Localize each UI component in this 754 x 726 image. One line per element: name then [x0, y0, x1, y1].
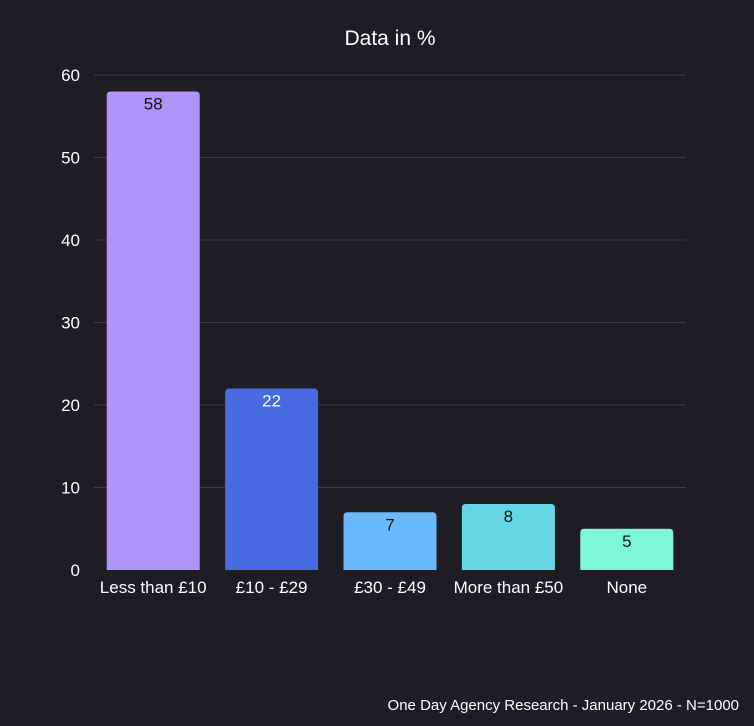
x-category-label: More than £50 — [454, 578, 564, 597]
x-category-label: Less than £10 — [100, 578, 207, 597]
y-tick-label: 20 — [61, 396, 80, 415]
bar-value-label: 22 — [262, 392, 281, 411]
x-axis-labels: Less than £10 £10 - £29 £30 - £49 More than… — [100, 578, 647, 597]
bar — [580, 528, 674, 570]
data-labels: 58 22 7 8 5 — [144, 95, 632, 551]
footer-note: One Day Agency Research - January 2026 -… — [388, 697, 739, 714]
y-tick-label: 10 — [61, 479, 80, 498]
y-tick-label: 40 — [61, 231, 80, 250]
y-tick-label: 50 — [61, 149, 80, 168]
bar — [461, 504, 555, 570]
x-category-label: £30 - £49 — [354, 578, 426, 597]
bars — [106, 91, 674, 570]
bar-value-label: 8 — [504, 507, 513, 526]
y-tick-label: 0 — [71, 561, 80, 580]
y-tick-label: 30 — [61, 314, 80, 333]
bar — [106, 91, 200, 570]
x-category-label: £10 - £29 — [236, 578, 308, 597]
bar-value-label: 7 — [385, 515, 394, 534]
bar-value-label: 58 — [144, 95, 163, 114]
x-category-label: None — [606, 578, 647, 597]
bar-value-label: 5 — [622, 532, 631, 551]
bar — [225, 388, 319, 570]
bar — [343, 512, 437, 570]
chart-title: Data in % — [344, 27, 435, 50]
y-axis-ticks: 0 10 20 30 40 50 60 — [61, 66, 80, 580]
y-tick-label: 60 — [61, 66, 80, 85]
